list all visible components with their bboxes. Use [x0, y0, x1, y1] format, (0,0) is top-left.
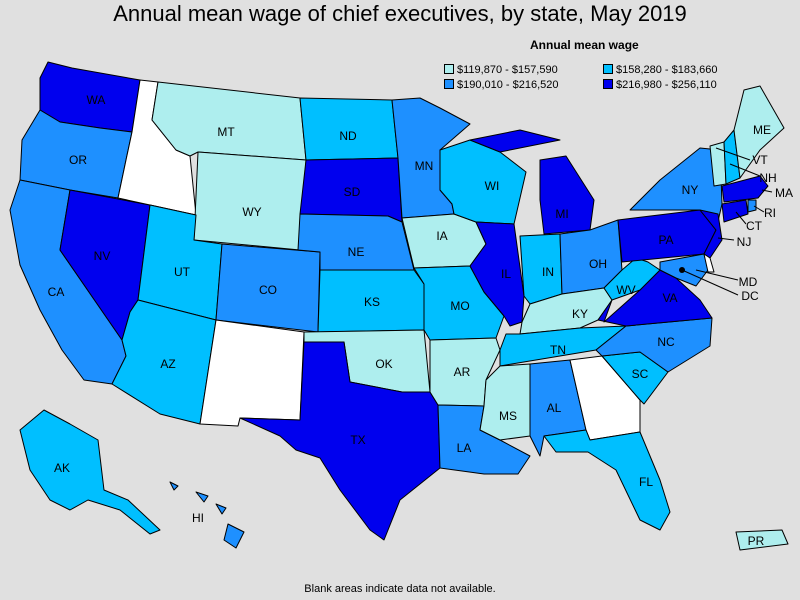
label-ak: AK [54, 461, 70, 475]
label-pr: PR [748, 534, 765, 548]
label-ar: AR [454, 365, 471, 379]
legend-swatch-tier3 [444, 79, 454, 89]
state-ct[interactable] [721, 199, 749, 223]
label-ct: CT [746, 219, 763, 233]
state-de[interactable] [703, 253, 715, 273]
label-hi: HI [192, 511, 204, 525]
legend-label-tier3: $190,010 - $216,520 [457, 79, 559, 91]
label-al: AL [547, 401, 562, 415]
label-mi: MI [555, 207, 568, 221]
legend-label-tier2: $158,280 - $183,660 [616, 64, 718, 76]
label-co: CO [259, 283, 277, 297]
label-va: VA [662, 291, 677, 305]
label-tx: TX [350, 433, 365, 447]
label-az: AZ [160, 357, 175, 371]
legend-swatch-tier4 [603, 79, 613, 89]
legend-swatch-tier2 [603, 64, 613, 74]
state-me[interactable] [733, 85, 785, 179]
label-ri: RI [764, 206, 776, 220]
legend-swatch-tier1 [444, 64, 454, 74]
footnote: Blank areas indicate data not available. [304, 583, 496, 595]
label-pa: PA [658, 233, 673, 247]
legend-title: Annual mean wage [530, 38, 639, 52]
ma-leader-line [761, 189, 773, 193]
nj-leader-line [717, 237, 735, 241]
label-dc: DC [741, 289, 759, 303]
legend-item-tier2: $158,280 - $183,660 [603, 64, 718, 78]
label-me: ME [753, 123, 771, 137]
legend-item-tier4: $216,980 - $256,110 [603, 79, 717, 93]
label-nj: NJ [737, 235, 752, 249]
label-ma: MA [775, 186, 793, 200]
dc-leader-line [681, 269, 739, 296]
label-ms: MS [499, 409, 517, 423]
label-nh: NH [759, 171, 776, 185]
label-il: IL [501, 267, 511, 281]
state-mt[interactable] [151, 81, 307, 161]
label-tn: TN [550, 343, 566, 357]
label-in: IN [542, 265, 554, 279]
legend-item-tier1: $119,870 - $157,590 [444, 64, 558, 78]
label-ia: IA [436, 229, 447, 243]
state-il[interactable] [469, 221, 525, 327]
state-hi[interactable] [169, 481, 245, 549]
state-in[interactable] [519, 233, 563, 305]
label-ky: KY [572, 307, 588, 321]
state-tx[interactable] [239, 341, 441, 541]
state-ak[interactable] [19, 409, 161, 535]
label-nv: NV [94, 249, 111, 263]
state-pr[interactable] [735, 529, 789, 551]
label-nd: ND [339, 129, 357, 143]
md-leader-line [695, 269, 739, 281]
legend-label-tier1: $119,870 - $157,590 [457, 64, 558, 76]
label-md: MD [739, 275, 758, 289]
label-sc: SC [632, 367, 649, 381]
state-ri[interactable] [747, 199, 757, 213]
state-wy[interactable] [193, 151, 307, 251]
state-nm[interactable] [199, 319, 305, 427]
label-la: LA [457, 441, 472, 455]
label-sd: SD [344, 185, 361, 199]
state-ms[interactable] [479, 363, 531, 441]
legend-item-tier3: $190,010 - $216,520 [444, 79, 559, 93]
nh-leader-line [729, 163, 761, 177]
label-ut: UT [174, 265, 191, 279]
label-ny: NY [682, 183, 699, 197]
state-fl[interactable] [543, 429, 671, 531]
label-oh: OH [589, 257, 607, 271]
label-or: OR [69, 153, 87, 167]
label-nc: NC [657, 335, 675, 349]
label-mt: MT [217, 125, 235, 139]
dc-marker [679, 267, 685, 273]
label-mn: MN [415, 159, 434, 173]
state-ma[interactable] [721, 175, 769, 203]
ri-leader-line [753, 205, 765, 213]
ct-leader-line [735, 211, 747, 225]
state-wv[interactable] [603, 257, 661, 301]
label-mo: MO [450, 299, 469, 313]
legend-label-tier4: $216,980 - $256,110 [616, 79, 717, 91]
label-wa: WA [87, 93, 106, 107]
map-title: Annual mean wage of chief executives, by… [113, 1, 687, 26]
label-ca: CA [48, 285, 65, 299]
label-wy: WY [242, 205, 261, 219]
label-ks: KS [364, 295, 380, 309]
state-labels: WA OR CA NV MT WY UT AZ CO ND SD NE KS O… [48, 93, 793, 548]
vt-leader-line [715, 147, 751, 161]
label-wv: WV [616, 283, 635, 297]
label-ok: OK [375, 357, 392, 371]
label-fl: FL [639, 475, 653, 489]
label-vt: VT [752, 153, 768, 167]
label-wi: WI [485, 179, 500, 193]
label-ne: NE [348, 245, 365, 259]
